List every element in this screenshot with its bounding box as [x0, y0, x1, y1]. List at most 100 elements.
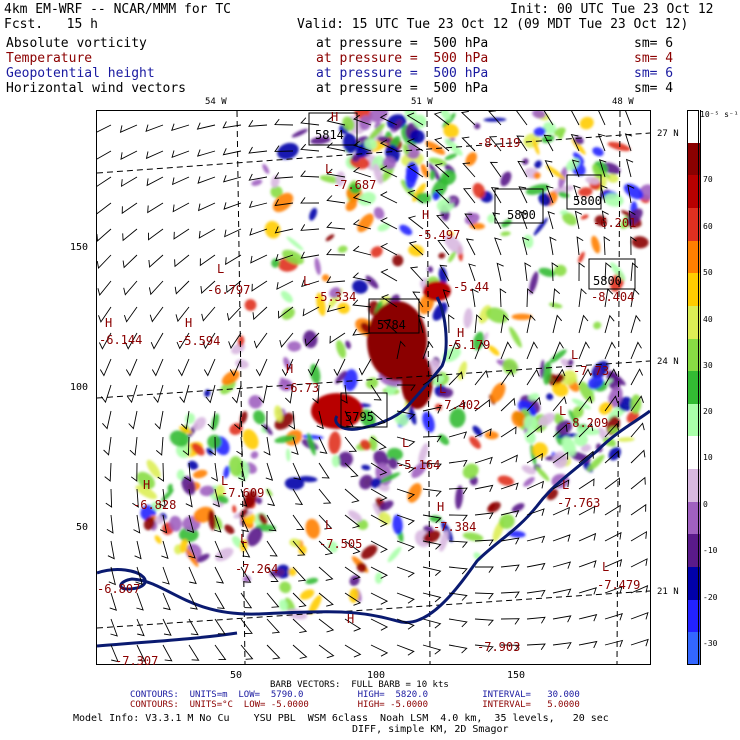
coastline [97, 296, 650, 648]
vorticity-cell [274, 405, 283, 422]
wind-barb [604, 586, 623, 594]
vorticity-cell [392, 514, 403, 535]
vorticity-cell [262, 163, 270, 174]
wind-barb [97, 280, 112, 296]
wind-barb [500, 482, 519, 491]
wind-barb [98, 332, 112, 350]
vorticity-cell [345, 199, 358, 212]
wind-barb [344, 566, 361, 580]
wind-barb [461, 136, 476, 152]
wind-barb [124, 332, 138, 350]
wind-barb [578, 450, 594, 464]
wind-barb [422, 618, 442, 629]
contour-info-height: CONTOURS: UNITS=m LOW= 5790.0 HIGH= 5820… [130, 690, 580, 700]
vorticity-cell [571, 398, 591, 410]
hl-label: L [325, 162, 333, 176]
wind-barb [97, 124, 112, 133]
vorticity-cell [528, 393, 540, 401]
temp-label: -8.404 [591, 290, 635, 304]
wind-barb [500, 341, 512, 360]
vorticity-cell [269, 569, 285, 577]
vorticity-cell [176, 469, 185, 480]
vorticity-cell [538, 192, 552, 207]
vorticity-cell [359, 409, 376, 428]
hl-label: L [221, 474, 229, 488]
wind-barb [448, 487, 468, 495]
wind-barb [543, 111, 554, 126]
wind-barb [248, 200, 268, 209]
wind-barb [148, 228, 164, 241]
hl-label: H [347, 612, 355, 626]
wind-barb [108, 566, 116, 586]
wind-barb [396, 592, 415, 604]
vorticity-cell [242, 429, 259, 450]
wind-barb [488, 136, 502, 152]
field-name-vorticity: Absolute vorticity [6, 36, 147, 51]
wind-barb [526, 314, 536, 334]
vorticity-cell [207, 434, 222, 449]
wind-barb [407, 189, 424, 204]
wind-barb [370, 618, 389, 631]
vorticity-cell [337, 451, 353, 468]
vorticity-cell [587, 376, 604, 390]
vorticity-cell [472, 182, 486, 199]
vorticity-cell [319, 175, 341, 184]
vorticity-cell [193, 469, 208, 479]
hl-label: H [331, 110, 339, 124]
vorticity-cell [274, 435, 297, 444]
wind-barb [136, 592, 144, 611]
vorticity-cell [342, 116, 355, 131]
vorticity-cell [444, 153, 458, 161]
vorticity-cell [244, 299, 257, 311]
wind-barb [326, 168, 346, 178]
wind-barb [106, 514, 114, 534]
wind-barb [448, 618, 468, 628]
colorbar-tick: 0 [703, 500, 708, 509]
temp-label: -6.144 [99, 333, 143, 347]
wind-barb [302, 306, 320, 317]
temp-label: -5.594 [177, 334, 221, 348]
vorticity-cell [529, 271, 539, 295]
wind-barb [284, 384, 294, 404]
field-pressure-wind: at pressure = 500 hPa [316, 81, 489, 96]
temp-label: -5.44 [453, 280, 490, 294]
vorticity-cell [258, 513, 268, 525]
wind-barb [231, 384, 242, 404]
wind-barb [127, 384, 138, 404]
vorticity-cell [580, 214, 589, 220]
vorticity-cell [250, 451, 259, 459]
x-tick-100: 100 [367, 670, 386, 681]
wind-barb [630, 476, 646, 490]
height-label-boxes [308, 112, 636, 428]
wind-barb [226, 306, 242, 322]
vorticity-cell [472, 425, 483, 437]
wind-barb [252, 306, 268, 321]
colorbar-tick: 20 [703, 407, 713, 416]
wind-barb [292, 462, 302, 481]
vorticity-cell [232, 505, 237, 514]
vorticity-cell [585, 176, 601, 185]
hl-label: L [602, 560, 610, 574]
vorticity-cell [181, 475, 196, 496]
wind-barb [266, 644, 281, 660]
vorticity-cell [310, 363, 321, 384]
wind-barb [526, 535, 546, 544]
vorticity-cell [370, 246, 383, 258]
wind-barb [448, 314, 455, 334]
wind-barb [162, 566, 170, 585]
wind-barb [199, 254, 216, 267]
model-info-physics: DIFF, simple KM, 2D Smagor [352, 724, 509, 735]
vorticity-cell [375, 572, 383, 584]
wind-barb [436, 214, 450, 230]
vorticity-cell [253, 410, 266, 425]
wind-barb [288, 410, 296, 430]
vorticity-cell [264, 220, 281, 239]
field-name-geopotential: Geopotential height [6, 66, 155, 81]
wind-barb [526, 643, 546, 651]
wind-barb [500, 426, 517, 438]
wind-barb [197, 176, 216, 184]
vorticity-cell [511, 503, 525, 513]
vorticity-cell [487, 214, 497, 223]
wind-barb [301, 279, 320, 288]
wind-barb [213, 514, 222, 533]
